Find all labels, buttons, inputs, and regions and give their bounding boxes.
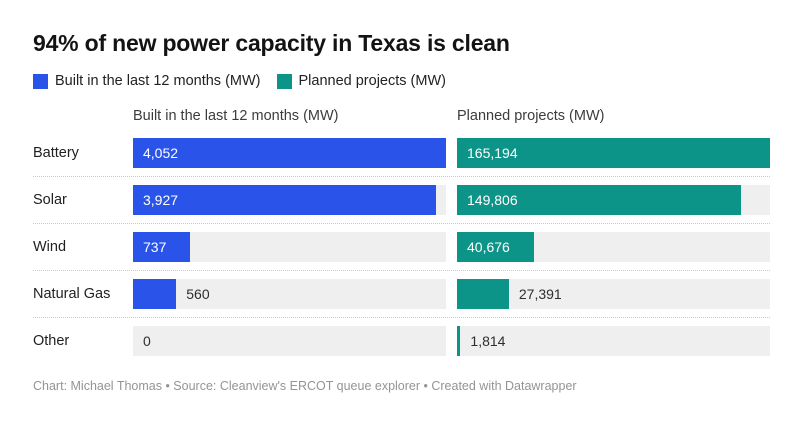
legend-item-planned: Planned projects (MW) bbox=[276, 73, 446, 90]
bar-value: 4,052 bbox=[143, 145, 179, 162]
chart-row: Solar 3,927 149,806 bbox=[33, 176, 770, 223]
legend-item-built: Built in the last 12 months (MW) bbox=[33, 73, 261, 89]
bar-value: 0 bbox=[143, 333, 151, 350]
bar-track: 149,806 bbox=[457, 185, 770, 216]
category-label: Battery bbox=[33, 145, 79, 162]
bar-value: 40,676 bbox=[467, 239, 510, 256]
bar-value: 737 bbox=[143, 239, 167, 256]
bar-track: 40,676 bbox=[457, 232, 770, 263]
bar-segment bbox=[133, 185, 437, 216]
column-header-planned: Planned projects (MW) bbox=[457, 108, 605, 125]
bar-segment bbox=[457, 232, 535, 263]
category-label: Other bbox=[33, 333, 70, 350]
chart-title: 94% of new power capacity in Texas is cl… bbox=[33, 30, 510, 56]
legend-swatch-planned bbox=[276, 73, 292, 89]
bar-track: 737 bbox=[133, 232, 446, 263]
legend-swatch-built bbox=[33, 73, 48, 89]
bar-track: 560 bbox=[133, 279, 446, 310]
bar-value: 165,194 bbox=[467, 145, 518, 162]
bar-segment bbox=[457, 326, 461, 357]
bar-segment bbox=[457, 138, 770, 169]
category-label: Solar bbox=[33, 192, 67, 209]
chart-footer: Chart: Michael Thomas • Source: Cleanvie… bbox=[33, 379, 577, 394]
bar-segment bbox=[133, 138, 446, 169]
chart-row: Battery 4,052 165,194 bbox=[33, 130, 770, 176]
bar-track: 3,927 bbox=[133, 185, 446, 216]
bar-segment bbox=[457, 279, 509, 310]
bar-value: 1,814 bbox=[470, 333, 506, 350]
column-headers: Built in the last 12 months (MW) Planned… bbox=[33, 108, 770, 124]
bar-segment bbox=[133, 279, 177, 310]
chart-row: Wind 737 40,676 bbox=[33, 223, 770, 270]
bar-track: 0 bbox=[133, 326, 446, 357]
column-header-spacer bbox=[33, 108, 122, 124]
bar-value: 27,391 bbox=[518, 286, 562, 303]
column-header-built: Built in the last 12 months (MW) bbox=[133, 108, 339, 125]
bar-segment bbox=[457, 185, 741, 216]
category-label: Natural Gas bbox=[33, 286, 111, 303]
chart-row: Other 0 1,814 bbox=[33, 317, 770, 364]
bar-value: 560 bbox=[186, 286, 210, 303]
chart-row: Natural Gas 560 27,391 bbox=[33, 270, 770, 317]
bar-value: 3,927 bbox=[143, 192, 179, 209]
category-label: Wind bbox=[33, 239, 67, 256]
bar-value: 149,806 bbox=[467, 192, 518, 209]
bar-track: 1,814 bbox=[457, 326, 770, 357]
bar-segment bbox=[133, 232, 190, 263]
legend-label-planned: Planned projects (MW) bbox=[298, 73, 446, 90]
bar-track: 165,194 bbox=[457, 138, 770, 169]
bar-track: 27,391 bbox=[457, 279, 770, 310]
chart-rows: Battery 4,052 165,194 Solar 3,927 149,806 Wind… bbox=[33, 130, 770, 364]
legend-label-built: Built in the last 12 months (MW) bbox=[55, 73, 261, 90]
legend: Built in the last 12 months (MW) Planned… bbox=[33, 73, 770, 89]
bar-track: 4,052 bbox=[133, 138, 446, 169]
